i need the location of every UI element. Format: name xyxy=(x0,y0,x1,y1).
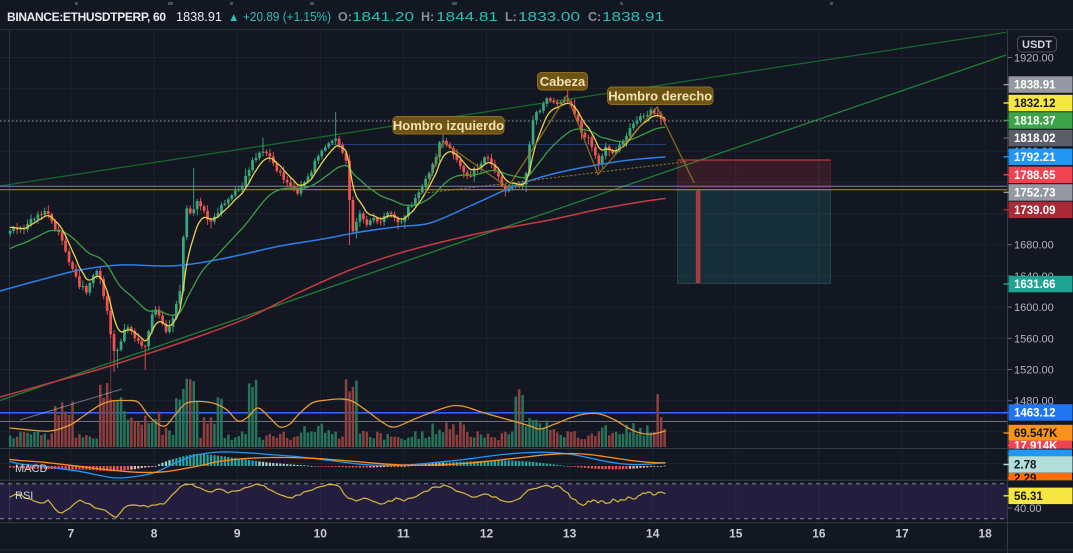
svg-text:14: 14 xyxy=(646,527,660,541)
svg-text:2.78: 2.78 xyxy=(1014,460,1037,472)
svg-text:69.547K: 69.547K xyxy=(1014,428,1058,440)
svg-text:13: 13 xyxy=(563,527,577,541)
svg-text:1844.81: 1844.81 xyxy=(436,10,498,24)
svg-text:1818.37: 1818.37 xyxy=(1014,116,1056,128)
svg-text:+20.89 (+1.15%): +20.89 (+1.15%) xyxy=(243,10,331,24)
svg-text:18: 18 xyxy=(978,527,992,541)
svg-text:56.31: 56.31 xyxy=(1014,491,1043,503)
svg-text:1680.00: 1680.00 xyxy=(1014,240,1054,252)
svg-text:▲: ▲ xyxy=(228,12,239,24)
svg-text:1739.09: 1739.09 xyxy=(1014,205,1056,217)
svg-text:BINANCE:ETHUSDTPERP, 60: BINANCE:ETHUSDTPERP, 60 xyxy=(7,10,166,24)
svg-text:1832.12: 1832.12 xyxy=(1014,98,1056,110)
svg-text:7: 7 xyxy=(68,527,75,541)
svg-text:8: 8 xyxy=(151,527,158,541)
svg-text:1600.00: 1600.00 xyxy=(1014,302,1054,314)
svg-text:1818.02: 1818.02 xyxy=(1014,133,1056,145)
svg-text:1631.66: 1631.66 xyxy=(1014,279,1056,291)
svg-text:17: 17 xyxy=(895,527,909,541)
svg-text:15: 15 xyxy=(729,527,743,541)
svg-text:9: 9 xyxy=(234,527,241,541)
svg-text:RSI: RSI xyxy=(15,490,33,502)
svg-text:40.00: 40.00 xyxy=(1014,503,1042,515)
svg-text:1520.00: 1520.00 xyxy=(1014,365,1054,377)
svg-text:Hombro izquierdo: Hombro izquierdo xyxy=(393,118,504,133)
svg-text:1833.00: 1833.00 xyxy=(518,10,580,24)
svg-text:1838.91: 1838.91 xyxy=(1014,80,1056,92)
svg-text:MACD: MACD xyxy=(15,463,47,475)
svg-text:H:: H: xyxy=(421,10,434,24)
svg-text:1463.12: 1463.12 xyxy=(1014,408,1056,420)
svg-text:1752.73: 1752.73 xyxy=(1014,187,1056,199)
svg-text:O:: O: xyxy=(338,10,352,24)
svg-text:1788.65: 1788.65 xyxy=(1014,170,1056,182)
svg-text:11: 11 xyxy=(397,527,410,541)
svg-text:16: 16 xyxy=(812,527,826,541)
svg-text:USDT: USDT xyxy=(1022,39,1052,51)
svg-text:1560.00: 1560.00 xyxy=(1014,333,1054,345)
svg-text:Cabeza: Cabeza xyxy=(540,74,586,89)
svg-text:L:: L: xyxy=(505,10,517,24)
svg-text:C:: C: xyxy=(588,10,601,24)
svg-text:1920.00: 1920.00 xyxy=(1014,53,1054,65)
svg-text:1838.91: 1838.91 xyxy=(176,10,222,24)
svg-text:10: 10 xyxy=(314,527,328,541)
svg-text:1841.20: 1841.20 xyxy=(352,10,414,24)
svg-text:1792.21: 1792.21 xyxy=(1014,152,1056,164)
svg-text:12: 12 xyxy=(480,527,494,541)
svg-text:17.914K: 17.914K xyxy=(1014,441,1058,453)
svg-text:Hombro derecho: Hombro derecho xyxy=(608,88,712,103)
svg-text:2.29: 2.29 xyxy=(1014,473,1036,485)
svg-text:1838.91: 1838.91 xyxy=(602,10,664,24)
